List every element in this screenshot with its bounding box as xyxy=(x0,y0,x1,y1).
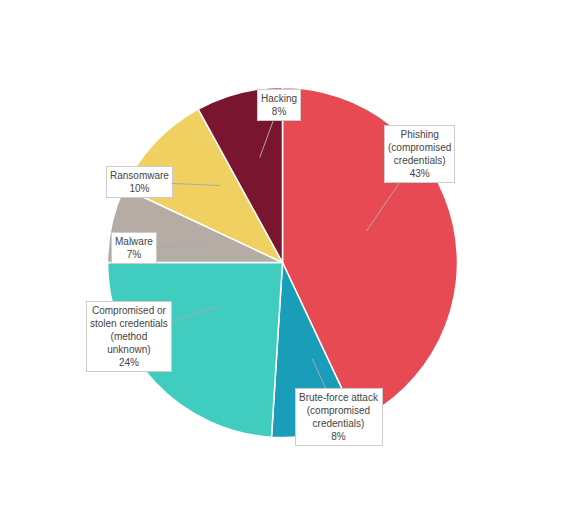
svg-text:Brute-force attack(compromised: Brute-force attack(compromisedcredential… xyxy=(299,392,379,442)
svg-text:Hacking8%: Hacking8% xyxy=(261,93,297,117)
svg-text:Compromised orstolen credentia: Compromised orstolen credentials(methodu… xyxy=(90,305,168,368)
svg-text:Ransomware10%: Ransomware10% xyxy=(110,170,169,194)
svg-text:Phishing(compromisedcredential: Phishing(compromisedcredentials)43% xyxy=(388,129,451,179)
svg-text:Malware7%: Malware7% xyxy=(115,236,153,260)
